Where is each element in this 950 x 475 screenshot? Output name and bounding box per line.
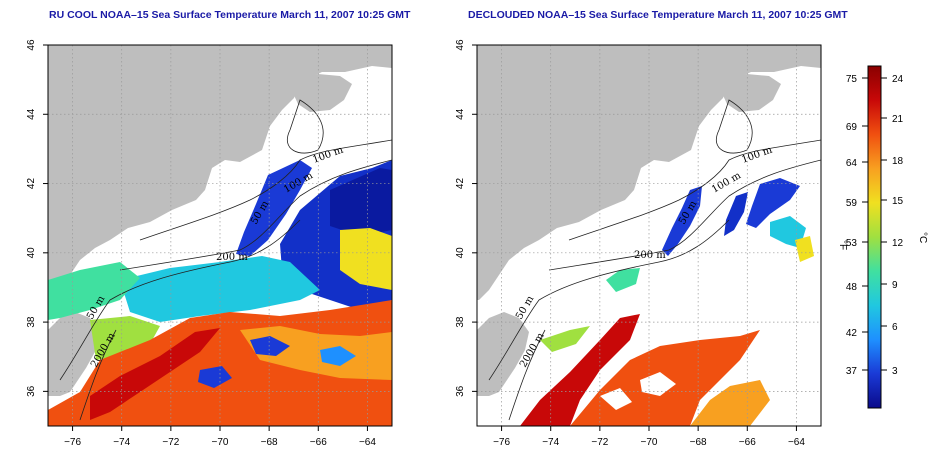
sst-cold-band: [236, 160, 312, 256]
x-tick-label: −66: [310, 437, 327, 448]
sst-warm-band: [240, 326, 392, 380]
colorbar-f-tick-label: 69: [846, 122, 858, 133]
right-axis-ticks: −76 −74 −72 −70 −68 −66 −64 46 44 42 40 38 36: [455, 39, 805, 448]
land-mass: [477, 45, 821, 300]
colorbar-c-ticks: 24 21 18 15 12 9 6 3: [881, 74, 904, 377]
y-tick-label: 46: [26, 39, 37, 51]
sst-mid-band: [340, 228, 392, 290]
y-tick-label: 40: [26, 247, 37, 259]
sst-cloud-patch: [600, 388, 632, 410]
land-mass: [477, 312, 529, 396]
isobath-contour: [139, 139, 392, 241]
colorbar-f-tick-label: 59: [846, 198, 858, 209]
x-tick-label: −74: [542, 437, 559, 448]
isobath-contour: [79, 329, 117, 421]
left-panel-title: RU COOL NOAA–15 Sea Surface Temperature …: [49, 9, 411, 21]
left-grid: [48, 44, 392, 426]
y-tick-label: 38: [26, 316, 37, 328]
sst-cold-band: [746, 178, 800, 228]
colorbar-c-tick-label: 6: [892, 322, 898, 333]
colorbar-c-tick-label: 18: [892, 156, 904, 167]
isobath-contour: [548, 159, 821, 271]
land-mass: [48, 312, 100, 396]
y-tick-label: 42: [455, 178, 466, 190]
x-tick-label: −64: [788, 437, 805, 448]
colorbar-c-tick-label: 9: [892, 280, 898, 291]
colorbar-f-ticks: 75 69 64 59 53 48 42 37: [846, 74, 868, 377]
colorbar-scale: [867, 65, 882, 409]
x-tick-label: −70: [641, 437, 658, 448]
colorbar-c-tick-label: 24: [892, 74, 904, 85]
x-tick-label: −74: [113, 437, 130, 448]
colorbar-f-tick-label: 53: [846, 238, 858, 249]
y-tick-label: 40: [455, 247, 466, 259]
x-tick-label: −64: [359, 437, 376, 448]
contour-label: 200 m: [216, 252, 248, 263]
x-tick-label: −70: [212, 437, 229, 448]
sst-cloud-patch: [320, 346, 356, 366]
isobath-contour: [119, 159, 392, 271]
sst-cold-band: [724, 192, 748, 236]
x-tick-label: −68: [690, 437, 707, 448]
y-tick-label: 44: [455, 108, 466, 120]
sst-warm-band: [90, 328, 220, 420]
colorbar-c-tick-label: 21: [892, 114, 904, 125]
sst-mid-band: [795, 236, 814, 262]
x-tick-label: −66: [739, 437, 756, 448]
sst-mid-band: [540, 326, 590, 352]
sst-cold-band: [662, 186, 702, 256]
colorbar-f-label: °F: [837, 240, 848, 250]
contour-label: 200 m: [634, 250, 666, 261]
y-tick-label: 44: [26, 108, 37, 120]
colorbar-f-tick-label: 42: [846, 328, 858, 339]
x-tick-label: −76: [64, 437, 81, 448]
x-tick-label: −72: [162, 437, 179, 448]
isobath-contour: [508, 329, 546, 421]
y-tick-label: 38: [455, 316, 466, 328]
colorbar-c-label: °C: [917, 232, 928, 243]
x-tick-label: −76: [493, 437, 510, 448]
sst-mid-band: [90, 316, 160, 360]
land-mass: [48, 45, 392, 300]
x-tick-label: −68: [261, 437, 278, 448]
left-axis-ticks: −76 −74 −72 −70 −68 −66 −64 46 44 42 40 38 36: [26, 39, 376, 448]
colorbar: 75 69 64 59 53 48 42 37 24 21 18 15 12 9 6 3 °F °C: [837, 65, 928, 409]
sst-mid-band: [606, 268, 640, 292]
colorbar-c-tick-label: 12: [892, 238, 904, 249]
sst-warm-band: [520, 314, 640, 426]
colorbar-f-tick-label: 48: [846, 282, 858, 293]
isobath-contour: [488, 219, 730, 381]
y-tick-label: 42: [26, 178, 37, 190]
colorbar-c-tick-label: 15: [892, 196, 904, 207]
colorbar-f-tick-label: 75: [846, 74, 858, 85]
sst-cloud-patch: [198, 366, 232, 388]
isobath-contour: [568, 139, 821, 241]
colorbar-f-tick-label: 64: [846, 158, 858, 169]
x-tick-label: −72: [591, 437, 608, 448]
right-contour-labels: 100 m 100 m 50 m 200 m 50 m 2000 m: [514, 144, 774, 369]
y-tick-label: 46: [455, 39, 466, 51]
y-tick-label: 36: [455, 385, 466, 397]
sst-cloud-patch: [250, 336, 290, 356]
sst-mid-band: [48, 262, 140, 320]
colorbar-f-tick-label: 37: [846, 366, 858, 377]
right-panel-title: DECLOUDED NOAA–15 Sea Surface Temperatur…: [468, 9, 848, 21]
isobath-contour: [59, 219, 301, 381]
y-tick-label: 36: [26, 385, 37, 397]
colorbar-c-tick-label: 3: [892, 366, 898, 377]
sst-cold-band: [330, 168, 392, 236]
